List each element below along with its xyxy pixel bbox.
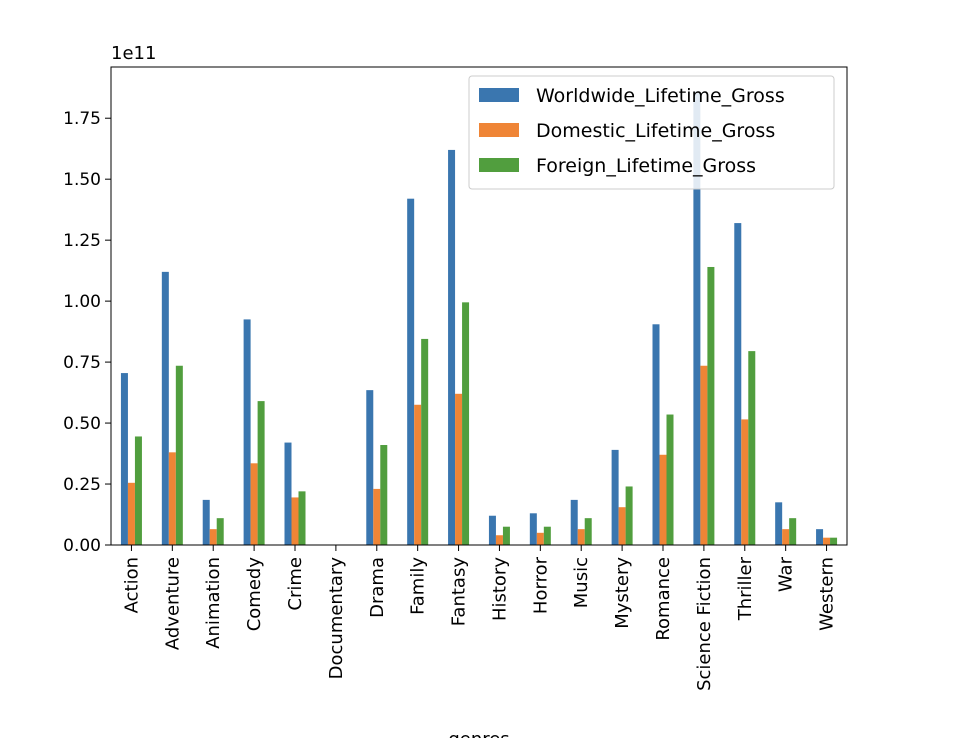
bar-Worldwide_Lifetime_Gross-Animation: [202, 499, 210, 545]
bar-Worldwide_Lifetime_Gross-Crime: [284, 442, 292, 545]
bar-Foreign_Lifetime_Gross-Horror: [543, 526, 551, 545]
bar-Domestic_Lifetime_Gross-Family: [414, 404, 422, 545]
bar-Worldwide_Lifetime_Gross-Adventure: [161, 271, 169, 545]
legend-swatch: [479, 158, 519, 172]
bar-Domestic_Lifetime_Gross-Mystery: [618, 507, 626, 545]
bar-Foreign_Lifetime_Gross-History: [502, 526, 510, 545]
x-tick-label: Crime: [285, 557, 306, 611]
x-tick-label: Science Fiction: [694, 557, 715, 691]
bar-Domestic_Lifetime_Gross-War: [782, 529, 790, 545]
bar-Worldwide_Lifetime_Gross-Comedy: [243, 319, 251, 545]
bar-Worldwide_Lifetime_Gross-Thriller: [734, 223, 742, 545]
x-tick-label: Family: [408, 557, 429, 615]
bar-Foreign_Lifetime_Gross-Music: [584, 518, 592, 545]
bar-Worldwide_Lifetime_Gross-Drama: [366, 390, 374, 545]
x-tick-label: Horror: [530, 556, 551, 614]
legend-label: Foreign_Lifetime_Gross: [536, 155, 756, 177]
bar-Foreign_Lifetime_Gross-Western: [830, 537, 838, 545]
y-tick-label: 1.75: [63, 109, 101, 129]
x-tick-label: Comedy: [244, 557, 265, 632]
bar-Worldwide_Lifetime_Gross-Action: [120, 373, 128, 545]
x-tick-label: Western: [817, 557, 838, 631]
bar-Domestic_Lifetime_Gross-Drama: [373, 488, 381, 545]
bar-Foreign_Lifetime_Gross-Comedy: [257, 401, 265, 545]
bar-Domestic_Lifetime_Gross-Comedy: [250, 463, 258, 545]
bar-Foreign_Lifetime_Gross-Science Fiction: [707, 266, 715, 545]
bar-Worldwide_Lifetime_Gross-Mystery: [611, 449, 619, 545]
x-tick-label: War: [776, 556, 797, 592]
bar-Worldwide_Lifetime_Gross-Horror: [529, 513, 537, 545]
bar-Foreign_Lifetime_Gross-Adventure: [175, 365, 183, 545]
bar-Worldwide_Lifetime_Gross-Music: [570, 499, 578, 545]
y-tick-label: 1.50: [63, 170, 101, 190]
bar-Domestic_Lifetime_Gross-Thriller: [741, 419, 749, 545]
y-tick-label: 1.25: [63, 231, 101, 251]
x-axis: Action Adventure Animation Comedy Crime Docum…: [121, 545, 838, 691]
bar-Foreign_Lifetime_Gross-Crime: [298, 491, 306, 545]
bar-Domestic_Lifetime_Gross-Crime: [291, 497, 299, 545]
bar-Foreign_Lifetime_Gross-Thriller: [748, 351, 756, 545]
bar-Foreign_Lifetime_Gross-Drama: [380, 445, 388, 545]
bar-Foreign_Lifetime_Gross-Romance: [666, 414, 674, 545]
bar-Domestic_Lifetime_Gross-Action: [127, 482, 135, 545]
bar-Domestic_Lifetime_Gross-Science Fiction: [700, 365, 708, 545]
bar-Foreign_Lifetime_Gross-Fantasy: [462, 302, 470, 545]
legend-swatch: [479, 88, 519, 102]
plot-frame: [110, 66, 848, 546]
bars-group: [120, 91, 838, 546]
bar-Worldwide_Lifetime_Gross-Family: [407, 198, 415, 545]
bar-Worldwide_Lifetime_Gross-Western: [816, 529, 824, 545]
legend-swatch: [479, 123, 519, 137]
bar-Domestic_Lifetime_Gross-Western: [823, 537, 831, 545]
y-axis: 0.00 0.25 0.50 0.75 1.00 1.25 1.50 1.75: [63, 109, 111, 556]
x-tick-label: Mystery: [612, 557, 633, 629]
bar-Domestic_Lifetime_Gross-Animation: [209, 529, 217, 545]
legend: Worldwide_Lifetime_Gross Domestic_Lifetim…: [468, 75, 835, 190]
bar-Worldwide_Lifetime_Gross-Science Fiction: [693, 91, 701, 545]
y-tick-label: 0.25: [63, 475, 101, 495]
bar-Foreign_Lifetime_Gross-War: [789, 518, 797, 545]
x-tick-label: Music: [571, 557, 592, 608]
y-tick-label: 0.50: [63, 414, 101, 434]
y-tick-label: 0.00: [63, 536, 101, 556]
bar-Worldwide_Lifetime_Gross-History: [488, 515, 496, 545]
bar-Foreign_Lifetime_Gross-Mystery: [625, 486, 633, 545]
bar-Domestic_Lifetime_Gross-Horror: [536, 532, 544, 545]
bar-Foreign_Lifetime_Gross-Action: [134, 436, 142, 545]
y-scale-label: 1e11: [111, 43, 156, 64]
bar-Worldwide_Lifetime_Gross-War: [775, 502, 783, 545]
x-tick-label: History: [489, 557, 510, 621]
bar-Worldwide_Lifetime_Gross-Romance: [652, 324, 660, 545]
x-tick-label: Action: [121, 557, 142, 613]
bar-Domestic_Lifetime_Gross-Fantasy: [455, 393, 463, 545]
x-tick-label: Adventure: [162, 557, 183, 650]
bar-Worldwide_Lifetime_Gross-Fantasy: [448, 149, 456, 546]
bar-Domestic_Lifetime_Gross-History: [495, 535, 503, 545]
y-tick-label: 1.00: [63, 292, 101, 312]
x-tick-label: Documentary: [326, 557, 347, 680]
x-tick-label: Drama: [367, 557, 388, 618]
bar-Domestic_Lifetime_Gross-Adventure: [168, 452, 176, 545]
bar-Foreign_Lifetime_Gross-Animation: [216, 518, 224, 545]
legend-label: Domestic_Lifetime_Gross: [536, 120, 775, 142]
x-tick-label: Thriller: [735, 556, 756, 621]
x-tick-label: Romance: [653, 557, 674, 641]
bar-Foreign_Lifetime_Gross-Family: [421, 338, 429, 545]
legend-box: [468, 75, 835, 190]
x-tick-label: Animation: [203, 557, 224, 649]
legend-label: Worldwide_Lifetime_Gross: [536, 85, 785, 107]
x-tick-label: Fantasy: [449, 557, 470, 627]
y-tick-label: 0.75: [63, 353, 101, 373]
bar-Domestic_Lifetime_Gross-Romance: [659, 454, 667, 545]
x-axis-title: genres: [448, 729, 509, 738]
bar-Domestic_Lifetime_Gross-Music: [577, 529, 585, 545]
